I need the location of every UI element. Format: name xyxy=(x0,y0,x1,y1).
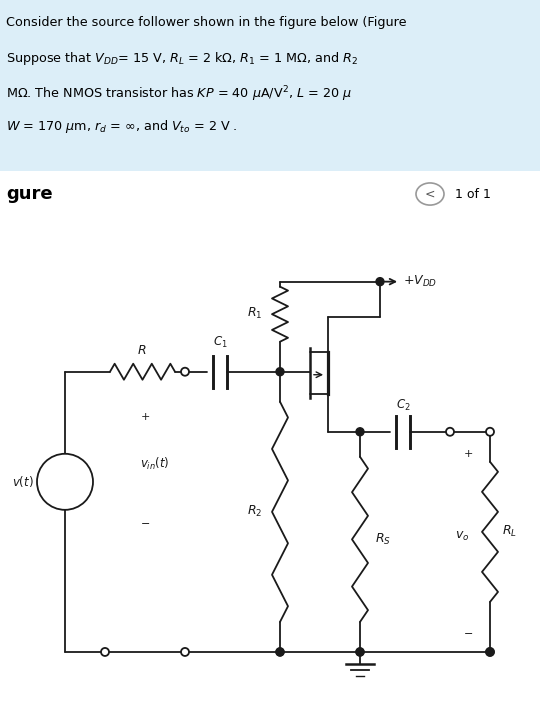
Text: $R_S$: $R_S$ xyxy=(375,533,391,548)
Circle shape xyxy=(37,454,93,510)
Circle shape xyxy=(276,367,284,376)
Text: $v_o$: $v_o$ xyxy=(455,530,469,543)
Text: $C_1$: $C_1$ xyxy=(213,335,227,350)
Text: $v_{in}(t)$: $v_{in}(t)$ xyxy=(140,456,170,472)
Text: $-$: $-$ xyxy=(60,486,70,496)
Circle shape xyxy=(486,648,494,656)
Text: $-$: $-$ xyxy=(140,517,150,527)
Text: +: + xyxy=(140,412,150,422)
Text: Consider the source follower shown in the figure below (Figure: Consider the source follower shown in th… xyxy=(6,16,407,29)
Text: $R$: $R$ xyxy=(137,344,147,357)
Text: M$\Omega$. The NMOS transistor has $KP$ = 40 $\mu$A/V$^2$, $L$ = 20 $\mu$: M$\Omega$. The NMOS transistor has $KP$ … xyxy=(6,84,352,103)
Circle shape xyxy=(101,648,109,656)
Text: $+V_{DD}$: $+V_{DD}$ xyxy=(403,274,437,289)
Circle shape xyxy=(181,367,189,376)
Text: $W$ = 170 $\mu$m, $r_d$ = $\infty$, and $V_{to}$ = 2 V .: $W$ = 170 $\mu$m, $r_d$ = $\infty$, and … xyxy=(6,118,238,135)
Circle shape xyxy=(376,278,384,286)
Circle shape xyxy=(276,648,284,656)
Text: $C_2$: $C_2$ xyxy=(396,398,410,413)
Text: 1 of 1: 1 of 1 xyxy=(455,187,491,201)
Text: +: + xyxy=(61,468,69,478)
Circle shape xyxy=(181,648,189,656)
Text: gure: gure xyxy=(6,185,52,203)
Text: Suppose that $V_{DD}$= 15 V, $R_L$ = 2 k$\Omega$, $R_1$ = 1 M$\Omega$, and $R_2$: Suppose that $V_{DD}$= 15 V, $R_L$ = 2 k… xyxy=(6,50,358,67)
Circle shape xyxy=(486,648,494,656)
Text: $v(t)$: $v(t)$ xyxy=(12,474,34,489)
Text: $-$: $-$ xyxy=(463,627,473,637)
Text: $R_1$: $R_1$ xyxy=(247,306,262,321)
Text: $R_2$: $R_2$ xyxy=(247,504,262,519)
Text: +: + xyxy=(463,449,472,459)
Circle shape xyxy=(356,648,364,656)
Circle shape xyxy=(276,648,284,656)
Circle shape xyxy=(446,428,454,436)
Circle shape xyxy=(486,428,494,436)
Circle shape xyxy=(356,648,364,656)
Circle shape xyxy=(356,428,364,436)
Text: <: < xyxy=(425,187,435,201)
Text: $R_L$: $R_L$ xyxy=(502,524,517,540)
